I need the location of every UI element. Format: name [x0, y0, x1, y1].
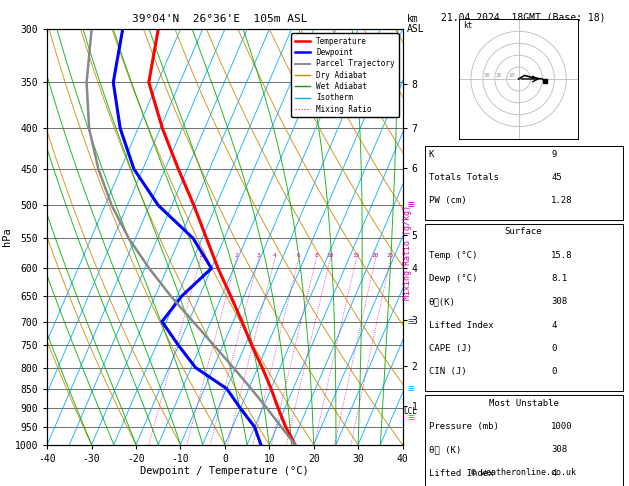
Text: km: km: [407, 14, 419, 24]
Text: Pressure (mb): Pressure (mb): [429, 422, 499, 431]
Text: 3: 3: [257, 253, 260, 258]
Text: © weatheronline.co.uk: © weatheronline.co.uk: [471, 468, 576, 477]
Text: 1000: 1000: [551, 422, 572, 431]
Text: 0: 0: [551, 344, 557, 353]
Text: ASL: ASL: [407, 24, 425, 35]
Text: 6: 6: [297, 253, 301, 258]
Text: ≡: ≡: [408, 316, 415, 327]
Bar: [425, 395, 623, 486]
Text: 10: 10: [326, 253, 334, 258]
Text: ≡: ≡: [408, 200, 415, 210]
Text: 10: 10: [508, 73, 515, 78]
Text: 8.1: 8.1: [551, 274, 567, 283]
Text: 9: 9: [551, 150, 557, 159]
Text: 20: 20: [496, 73, 503, 78]
Text: 0: 0: [551, 367, 557, 377]
Text: Lifted Index: Lifted Index: [429, 469, 493, 478]
Text: CIN (J): CIN (J): [429, 367, 467, 377]
Text: 30: 30: [484, 73, 491, 78]
Text: 1.28: 1.28: [551, 196, 572, 206]
Text: 308: 308: [551, 297, 567, 307]
Text: 25: 25: [387, 253, 394, 258]
Text: ≡: ≡: [408, 413, 415, 423]
Text: 4: 4: [273, 253, 277, 258]
Text: Dewp (°C): Dewp (°C): [429, 274, 477, 283]
Text: 21.04.2024  18GMT (Base: 18): 21.04.2024 18GMT (Base: 18): [442, 12, 606, 22]
Bar: [425, 146, 623, 220]
Text: 15: 15: [352, 253, 360, 258]
Text: Temp (°C): Temp (°C): [429, 251, 477, 260]
Text: 2: 2: [235, 253, 238, 258]
Text: 308: 308: [551, 445, 567, 454]
Legend: Temperature, Dewpoint, Parcel Trajectory, Dry Adiabat, Wet Adiabat, Isotherm, Mi: Temperature, Dewpoint, Parcel Trajectory…: [291, 33, 399, 117]
Text: 8: 8: [314, 253, 318, 258]
Text: θᴄ(K): θᴄ(K): [429, 297, 455, 307]
Text: 20: 20: [372, 253, 379, 258]
X-axis label: Dewpoint / Temperature (°C): Dewpoint / Temperature (°C): [140, 467, 309, 476]
Text: Mixing Ratio (g/kg): Mixing Ratio (g/kg): [403, 205, 412, 300]
Text: Lifted Index: Lifted Index: [429, 321, 493, 330]
Text: 4: 4: [551, 469, 557, 478]
Text: 45: 45: [551, 173, 562, 182]
Text: Surface: Surface: [505, 227, 542, 237]
Text: CAPE (J): CAPE (J): [429, 344, 472, 353]
Text: Totals Totals: Totals Totals: [429, 173, 499, 182]
Text: kt: kt: [463, 21, 472, 30]
Bar: [425, 224, 623, 391]
Text: ≡: ≡: [408, 383, 415, 394]
Text: 1: 1: [198, 253, 202, 258]
Text: 39°04'N  26°36'E  105m ASL: 39°04'N 26°36'E 105m ASL: [132, 14, 308, 24]
Text: Most Unstable: Most Unstable: [489, 399, 559, 408]
Text: 15.8: 15.8: [551, 251, 572, 260]
Text: θᴄ (K): θᴄ (K): [429, 445, 461, 454]
Y-axis label: hPa: hPa: [2, 227, 12, 246]
Text: LCL: LCL: [403, 407, 417, 416]
Text: PW (cm): PW (cm): [429, 196, 467, 206]
Text: K: K: [429, 150, 434, 159]
Text: 4: 4: [551, 321, 557, 330]
